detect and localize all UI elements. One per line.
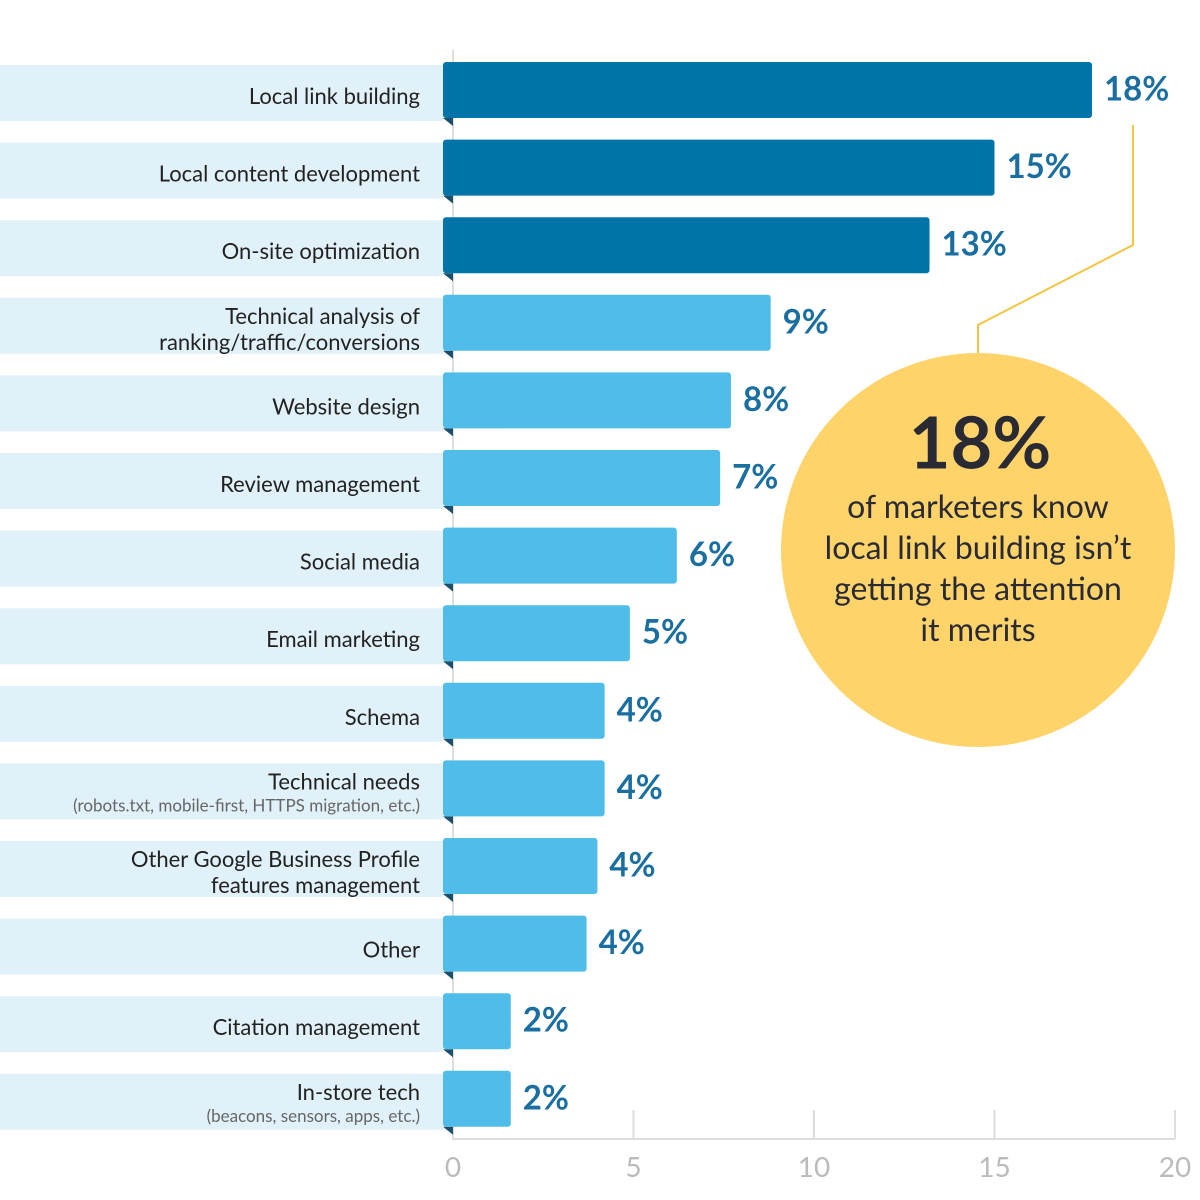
bar-fold [443,428,453,437]
bar-fold [443,661,453,670]
bar [443,682,605,739]
value-label: 2% [523,1077,569,1117]
category-band [0,65,443,121]
x-tick-label: 20 [1159,1149,1191,1183]
value-label: 18% [1104,68,1169,108]
value-label: 8% [743,379,789,419]
category-band [0,453,443,509]
category-label: On-site optimization [222,237,420,264]
category-note: (robots.txt, mobile-first, HTTPS migrati… [73,795,420,816]
category-label: Other [363,935,420,962]
bar [443,993,511,1050]
category-label: Website design [272,392,420,419]
category-label: Citation management [213,1013,421,1040]
x-tick-label: 0 [445,1149,461,1183]
bar [443,1070,511,1127]
x-tick-label: 15 [978,1149,1010,1183]
bar-fold [443,894,453,902]
bar [443,605,630,662]
value-label: 15% [1007,146,1072,186]
value-label: 4% [609,844,655,884]
value-label: 9% [783,301,829,341]
bar-fold [443,118,453,126]
bar-fold [443,350,453,359]
value-label: 4% [599,922,645,962]
category-band [0,375,443,432]
bar [443,139,995,196]
category-band [0,841,443,897]
callout-text: local link building isn’t [825,527,1132,566]
value-label: 4% [617,689,663,729]
category-label: In-store tech [297,1077,420,1104]
value-label: 5% [642,612,688,652]
category-band [0,685,443,742]
category-band [0,142,443,199]
category-band [0,608,443,665]
bar-fold [443,583,453,592]
bar [443,838,598,894]
bar [443,294,771,351]
value-label: 4% [617,767,663,807]
bar [443,527,677,584]
callout-text: getting the attention [834,568,1122,607]
category-band [0,763,443,820]
category-band [0,918,443,975]
category-band [0,220,443,277]
bar [443,915,587,972]
category-label: Technical analysis of ranking/traffic/con… [159,301,420,354]
category-label: Local link building [249,82,420,109]
bar-fold [443,1126,453,1135]
bar-fold [443,971,453,980]
callout-text: of marketers know [847,486,1109,525]
category-band [0,530,443,587]
x-tick-label: 10 [798,1149,830,1183]
category-note: (beacons, sensors, apps, etc.) [207,1105,420,1126]
bar-fold [443,738,453,747]
bar [443,450,721,506]
category-label: Social media [300,547,420,574]
category-label: Email marketing [266,625,420,652]
bar-fold [443,1049,453,1058]
value-label: 13% [942,224,1007,264]
value-label: 6% [689,534,735,574]
callout-text: it merits [920,609,1035,648]
category-label: Review management [220,470,420,497]
bar-fold [443,816,453,825]
category-band [0,297,443,354]
bar [443,217,930,274]
category-label: Schema [345,702,420,729]
callout-leader [977,125,1134,360]
category-label: Local content development [159,159,420,186]
category-label: Technical needs [268,767,420,794]
bar-fold [443,506,453,514]
bar [443,372,731,429]
category-label: Other Google Business Profile features ma… [131,845,420,898]
callout-circle [781,353,1175,747]
bar [443,62,1092,118]
x-tick-label: 5 [625,1149,641,1183]
value-label: 7% [732,456,778,496]
category-band [0,996,443,1053]
bar [443,760,605,817]
bar-fold [443,273,453,282]
bar-fold [443,195,453,204]
category-band [0,1073,443,1130]
value-label: 2% [523,1000,569,1040]
callout-headline: 18% [909,398,1052,484]
